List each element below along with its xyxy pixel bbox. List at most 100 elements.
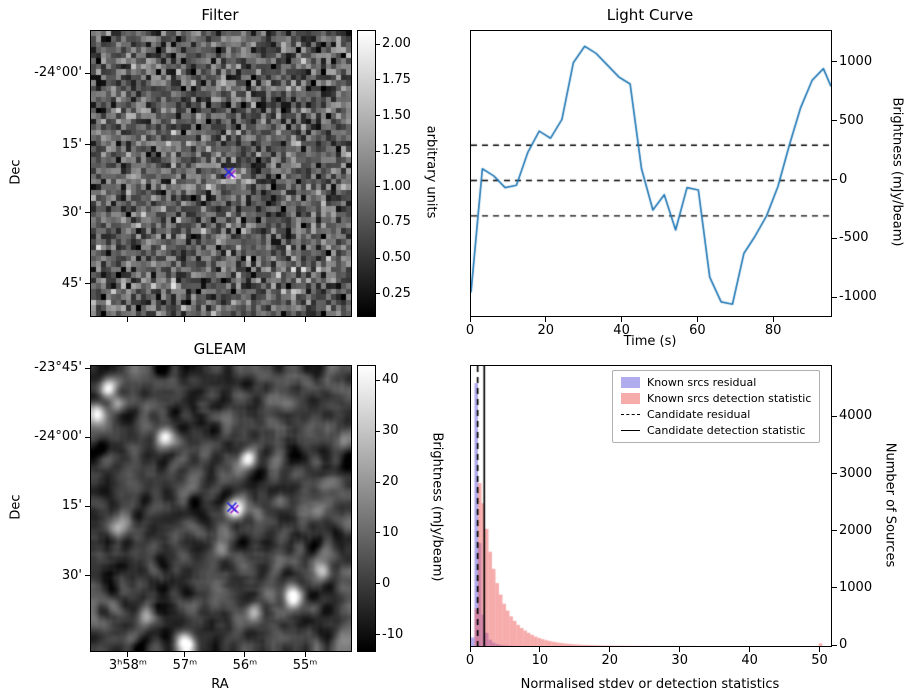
gleam-ra-tick-mark — [304, 652, 306, 657]
light-curve-x-tick-label: 60 — [689, 323, 706, 338]
gleam-ra-tick-mark — [127, 652, 129, 657]
gleam-title: GLEAM — [193, 340, 247, 358]
light-curve-plot — [470, 30, 832, 317]
gleam-colorbar-label: Brightness (mJy/beam) — [429, 432, 445, 582]
filter-colorbar-tick-mark — [376, 257, 380, 259]
filter-dec-axis-label: Dec — [8, 159, 24, 185]
histogram-y-axis-label: Number of Sources — [882, 442, 898, 568]
gleam-ra-tick-label: 55ᵐ — [292, 658, 318, 673]
filter-dec-tick-label: 15' — [61, 136, 82, 152]
gleam-colorbar — [357, 365, 376, 652]
histogram-x-tick-mark — [749, 647, 751, 652]
gleam-colorbar-tick-mark — [376, 379, 380, 381]
histogram-x-tick-mark — [469, 647, 471, 652]
filter-dec-tick-mark — [85, 72, 90, 74]
gleam-dec-tick-mark — [85, 436, 90, 438]
filter-ra-tick-mark — [304, 317, 306, 322]
filter-dec-tick-mark — [85, 212, 90, 214]
gleam-colorbar-tick-mark — [376, 583, 380, 585]
histogram-x-tick-label: 0 — [465, 653, 475, 668]
filter-ra-tick-mark — [244, 317, 246, 322]
legend-item: Known srcs residual — [621, 376, 811, 389]
gleam-dec-tick-label: 15' — [61, 498, 82, 514]
gleam-dec-tick-label: 30' — [61, 567, 82, 583]
light-curve-y-tick-label: -500 — [839, 230, 869, 246]
filter-colorbar-tick-mark — [376, 43, 380, 45]
histogram-x-tick-label: 20 — [601, 653, 619, 668]
histogram-y-tick-label: 1000 — [839, 579, 873, 595]
histogram-x-tick-label: 40 — [741, 653, 758, 668]
histogram-y-tick-mark — [832, 587, 837, 589]
light-curve-x-tick-mark — [621, 317, 623, 322]
filter-colorbar-tick-label: 0.25 — [382, 285, 411, 301]
gleam-ra-tick-label: 57ᵐ — [172, 658, 198, 673]
histogram-legend: Known srcs residual Known srcs detection … — [612, 370, 821, 443]
light-curve-x-tick-mark — [696, 317, 698, 322]
gleam-dec-tick-label: -24°00' — [34, 429, 82, 445]
filter-colorbar-tick-label: 1.50 — [382, 107, 411, 123]
gleam-dec-tick-mark — [85, 575, 90, 577]
gleam-ra-tick-label: 56ᵐ — [232, 658, 258, 673]
filter-colorbar-tick-label: 0.50 — [382, 250, 411, 265]
gleam-ra-tick-mark — [244, 652, 246, 657]
histogram-x-tick-mark — [679, 647, 681, 652]
gleam-dec-tick-mark — [85, 505, 90, 507]
histogram-y-tick-mark — [832, 644, 837, 646]
light-curve-time-axis-label: Time (s) — [623, 334, 677, 349]
light-curve-y-tick-label: 1000 — [839, 53, 873, 69]
gleam-dec-tick-mark — [85, 367, 90, 369]
gleam-dec-tick-label: -23°45' — [34, 360, 82, 376]
light-curve-y-tick-mark — [832, 179, 837, 181]
light-curve-y-tick-label: 500 — [839, 112, 864, 128]
gleam-colorbar-tick-mark — [376, 430, 380, 432]
filter-ra-tick-mark — [184, 317, 186, 322]
filter-colorbar-tick-mark — [376, 150, 380, 152]
histogram-y-tick-label: 2000 — [839, 522, 873, 538]
gleam-colorbar-tick-label: 0 — [382, 575, 391, 591]
histogram-x-tick-mark — [609, 647, 611, 652]
filter-colorbar-tick-mark — [376, 79, 380, 81]
light-curve-x-tick-label: 20 — [537, 323, 555, 338]
histogram-x-tick-label: 10 — [531, 653, 549, 668]
histogram-x-tick-mark — [539, 647, 541, 652]
histogram-x-axis-label: Normalised stdev or detection statistics — [520, 677, 780, 692]
light-curve-x-tick-mark — [545, 317, 547, 322]
gleam-colorbar-tick-label: 10 — [382, 524, 399, 540]
filter-colorbar — [357, 30, 376, 317]
filter-image — [90, 30, 352, 317]
gleam-colorbar-tick-label: 30 — [382, 423, 399, 439]
gleam-colorbar-tick-label: 20 — [382, 474, 399, 490]
gleam-colorbar-tick-label: -10 — [382, 626, 404, 642]
light-curve-x-tick-mark — [469, 317, 471, 322]
light-curve-y-tick-mark — [832, 61, 837, 63]
histogram-x-tick-label: 30 — [671, 653, 688, 668]
histogram-y-tick-mark — [832, 530, 837, 532]
light-curve-y-tick-label: 0 — [839, 171, 848, 187]
legend-item: Candidate detection statistic — [621, 424, 811, 437]
histogram-y-tick-label: 0 — [839, 637, 848, 652]
light-curve-brightness-axis-label: Brightness (mJy/beam) — [889, 97, 905, 247]
light-curve-y-tick-mark — [832, 237, 837, 239]
gleam-colorbar-tick-label: 40 — [382, 372, 399, 388]
gleam-ra-tick-label: 3ʰ58ᵐ — [108, 658, 148, 673]
light-curve-y-tick-mark — [832, 120, 837, 122]
legend-item-label: Known srcs residual — [647, 376, 757, 389]
histogram-y-tick-mark — [832, 415, 837, 417]
histogram-y-tick-label: 3000 — [839, 465, 873, 481]
filter-dec-tick-mark — [85, 283, 90, 285]
legend-item-label: Candidate residual — [647, 408, 751, 421]
filter-dec-tick-label: 45' — [61, 275, 82, 291]
legend-patch-swatch — [621, 393, 640, 404]
gleam-image — [90, 365, 352, 652]
filter-colorbar-tick-label: 2.00 — [382, 36, 411, 52]
histogram-x-tick-mark — [819, 647, 820, 652]
filter-ra-tick-mark — [127, 317, 129, 322]
filter-dec-tick-label: -24°00' — [34, 65, 82, 81]
filter-colorbar-tick-label: 1.25 — [382, 143, 411, 159]
gleam-colorbar-tick-mark — [376, 532, 380, 534]
light-curve-title: Light Curve — [606, 6, 694, 24]
filter-colorbar-tick-mark — [376, 293, 380, 295]
gleam-ra-tick-mark — [184, 652, 186, 657]
histogram-x-tick-label: 50 — [811, 653, 828, 668]
